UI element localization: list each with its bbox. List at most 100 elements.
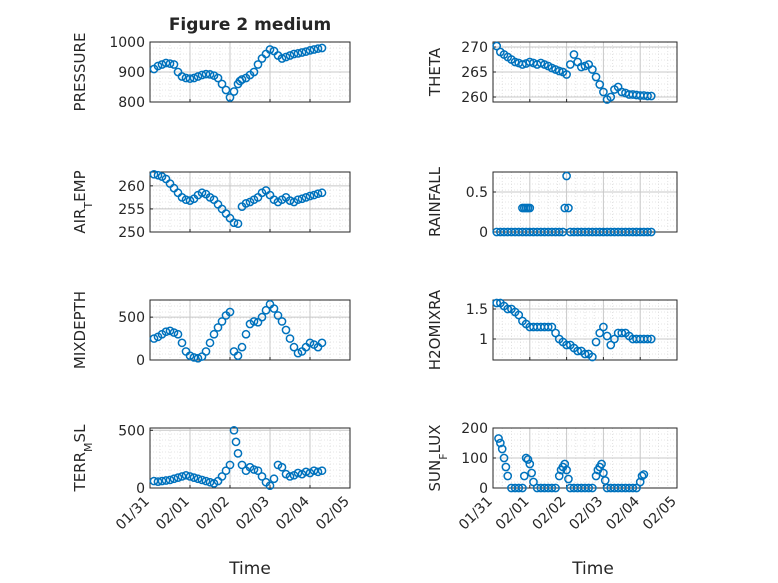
y-tick-label: 0 [479,225,488,241]
data-point [177,338,187,348]
data-point [229,218,239,228]
data-point [201,476,211,486]
x-tick-label: 02/03 [566,494,606,534]
data-point [560,203,570,213]
data-point [229,87,239,96]
data-point [197,475,207,485]
data-point [189,353,199,362]
data-point [241,199,251,208]
data-point [525,57,535,67]
data-point [185,351,195,361]
axes-box [149,427,351,489]
y-tick-label: 100 [461,451,488,467]
data-point [161,58,171,68]
data-point [580,349,590,359]
y-tick-label: 255 [118,202,145,218]
data-point [527,468,536,478]
data-point [576,62,586,72]
y-tick-label: 270 [461,40,488,56]
y-tick-label: 260 [118,179,145,195]
data-point [153,477,163,487]
data-point [181,73,191,83]
x-tick-label: 01/31 [456,494,496,534]
data-point [562,171,571,181]
data-point [514,310,524,320]
data-point [317,43,327,53]
y-tick-label: 265 [461,65,488,81]
data-point [297,194,307,204]
data-point [185,196,195,205]
data-point [213,73,223,83]
data-point [547,322,557,332]
data-point [514,483,524,493]
figure-title: Figure 2 medium [169,15,331,35]
data-point [153,61,163,71]
subplot-6: 1 1.5 H2OMIXRA [426,289,678,370]
data-point [317,188,327,198]
x-axis-title-right: Time [571,559,614,579]
data-point [301,193,311,202]
data-point [231,437,241,447]
data-point [317,338,327,348]
data-point [213,323,223,332]
data-point [181,195,191,205]
data-point [610,334,619,344]
subplot-4: 0 0.5 RAINFALL [426,166,678,241]
axes-box [149,299,351,361]
data-point [153,170,163,180]
data-point [591,72,601,82]
data-point [646,227,656,237]
x-tick-label: 02/01 [493,494,533,534]
data-point [201,69,211,79]
data-point [525,203,535,213]
y-tick-label: 500 [118,310,145,326]
data-point [497,444,507,454]
data-point [241,329,251,339]
data-point [221,85,231,95]
y-tick-label: 260 [461,90,488,106]
data-point [565,60,575,69]
data-point [632,483,641,493]
data-point [177,472,187,481]
data-point [562,70,571,79]
x-axis-title-left: Time [228,559,271,579]
data-point [554,227,564,237]
x-tick-label: 02/02 [193,494,233,534]
data-point [643,334,652,344]
data-point [617,87,627,97]
data-point [305,338,315,348]
data-point [169,328,179,337]
data-point [197,70,207,80]
data-point [499,453,509,463]
data-point [157,476,167,486]
data-point [588,352,597,362]
y-tick-label: 200 [461,421,488,437]
data-point [293,468,303,478]
data-point [551,483,560,493]
data-point [169,474,179,484]
x-tick-label: 02/01 [153,494,193,534]
data-point [643,227,652,237]
data-point [277,462,287,472]
data-point [562,465,571,475]
data-point [551,328,560,338]
data-point [554,66,564,76]
data-point [165,59,175,68]
y-tick-label: 0 [479,481,488,497]
data-point [233,449,243,458]
data-point [599,322,608,332]
data-point [529,477,538,487]
y-tick-label: 0.5 [466,185,488,201]
data-point [273,311,283,320]
data-point [173,329,183,339]
data-point [237,75,247,84]
data-point [193,353,203,363]
data-point [289,49,299,59]
data-point [309,45,319,54]
data-point [573,346,582,356]
data-point [317,466,327,476]
data-point [257,472,267,481]
data-point [277,54,287,63]
y-tick-label: 900 [118,65,145,81]
